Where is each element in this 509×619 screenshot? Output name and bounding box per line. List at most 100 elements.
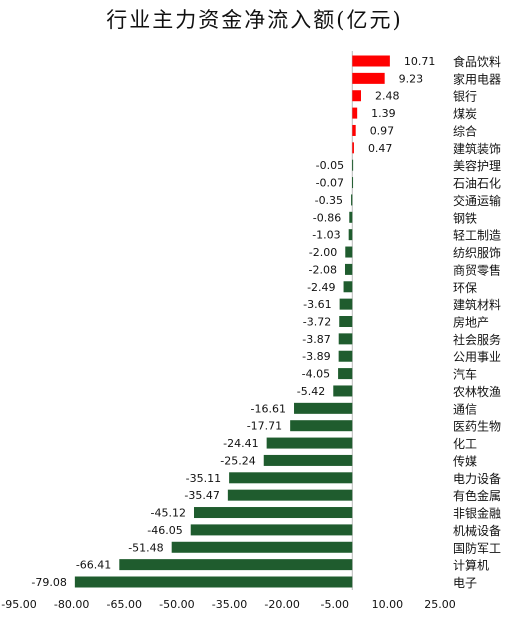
- category-label-28: 国防军工: [453, 540, 501, 555]
- category-label-22: 化工: [453, 437, 477, 451]
- bar-8: [351, 194, 353, 206]
- value-label-7: -0.07: [316, 177, 344, 190]
- bar-23: [263, 454, 353, 466]
- x-tick-label-3: -50.00: [159, 598, 194, 611]
- category-label-21: 医药生物: [453, 420, 501, 434]
- value-label-12: -2.08: [309, 263, 337, 276]
- value-label-14: -3.61: [303, 298, 331, 311]
- bar-1: [352, 72, 385, 84]
- category-label-25: 有色金属: [453, 488, 501, 503]
- category-label-29: 计算机: [453, 558, 489, 573]
- bar-15: [339, 316, 353, 327]
- bar-24: [229, 472, 353, 484]
- category-label-6: 美容护理: [453, 158, 501, 173]
- category-label-19: 农林牧渔: [453, 385, 501, 399]
- bar-4: [352, 124, 356, 136]
- value-label-23: -25.24: [220, 454, 255, 467]
- category-label-17: 公用事业: [453, 350, 501, 364]
- value-label-29: -66.41: [76, 559, 111, 572]
- category-label-8: 交通运输: [453, 193, 501, 208]
- bar-9: [349, 211, 353, 223]
- bar-22: [266, 437, 353, 449]
- bar-7: [352, 177, 354, 189]
- category-label-12: 商贸零售: [453, 262, 501, 277]
- x-tick-label-7: 10.00: [372, 598, 404, 611]
- bar-5: [352, 142, 354, 154]
- category-label-16: 社会服务: [453, 332, 501, 347]
- value-label-0: 10.71: [404, 55, 436, 68]
- value-label-20: -16.61: [251, 402, 286, 415]
- x-tick-label-8: 25.00: [424, 598, 456, 611]
- value-label-6: -0.05: [316, 159, 344, 172]
- bar-10: [348, 229, 353, 241]
- value-label-22: -24.41: [223, 437, 258, 450]
- value-label-5: 0.47: [368, 142, 393, 155]
- bar-19: [333, 385, 353, 397]
- x-tick-label-4: -35.00: [212, 598, 247, 611]
- chart-title: 行业主力资金净流入额(亿元): [106, 8, 403, 32]
- value-label-19: -5.42: [297, 385, 325, 398]
- value-label-4: 0.97: [370, 124, 395, 137]
- bar-0: [352, 55, 390, 67]
- value-label-16: -3.87: [302, 333, 330, 346]
- category-label-20: 通信: [453, 402, 477, 416]
- bar-20: [294, 402, 353, 414]
- bar-2: [352, 90, 361, 102]
- category-label-27: 机械设备: [453, 523, 501, 538]
- bar-12: [344, 263, 353, 275]
- value-label-18: -4.05: [302, 368, 330, 381]
- bar-27: [190, 524, 353, 536]
- value-label-15: -3.72: [303, 316, 331, 329]
- category-label-14: 建筑材料: [453, 297, 501, 312]
- value-label-28: -51.48: [128, 541, 163, 554]
- category-label-0: 食品饮料: [453, 54, 501, 69]
- bar-29: [119, 559, 353, 571]
- bar-13: [343, 281, 353, 293]
- bar-30: [74, 576, 353, 588]
- value-label-9: -0.86: [313, 211, 341, 224]
- bar-25: [227, 489, 353, 501]
- value-label-17: -3.89: [302, 350, 330, 363]
- value-label-25: -35.47: [184, 489, 219, 502]
- value-label-2: 2.48: [375, 90, 400, 103]
- category-label-2: 银行: [453, 90, 477, 104]
- value-label-30: -79.08: [31, 576, 66, 589]
- x-tick-label-2: -65.00: [107, 598, 142, 611]
- bar-3: [352, 107, 358, 119]
- value-label-24: -35.11: [186, 472, 221, 485]
- value-label-26: -45.12: [151, 507, 186, 520]
- value-label-10: -1.03: [312, 229, 340, 242]
- bar-6: [352, 159, 354, 171]
- category-label-10: 轻工制造: [453, 229, 501, 243]
- value-label-21: -17.71: [247, 420, 282, 433]
- bar-26: [193, 507, 353, 519]
- bar-11: [345, 246, 353, 258]
- category-label-15: 房地产: [453, 315, 489, 330]
- category-label-23: 传媒: [453, 453, 477, 468]
- bar-16: [338, 333, 353, 345]
- bar-17: [338, 350, 353, 362]
- category-label-26: 非银金融: [453, 506, 501, 521]
- category-label-1: 家用电器: [453, 71, 501, 86]
- value-label-13: -2.49: [307, 281, 335, 294]
- category-label-3: 煤炭: [453, 107, 477, 121]
- x-tick-label-6: -5.00: [321, 598, 349, 611]
- value-label-8: -0.35: [315, 194, 343, 207]
- bar-18: [338, 368, 353, 380]
- category-label-30: 电子: [453, 576, 477, 590]
- value-label-11: -2.00: [309, 246, 337, 259]
- category-label-4: 综合: [453, 123, 477, 138]
- category-label-13: 环保: [453, 281, 477, 295]
- category-label-7: 石油石化: [453, 177, 501, 191]
- x-tick-label-0: -95.00: [1, 598, 36, 611]
- category-label-18: 汽车: [453, 367, 477, 382]
- x-tick-label-1: -80.00: [54, 598, 89, 611]
- bar-28: [171, 541, 353, 553]
- category-label-24: 电力设备: [453, 472, 501, 486]
- x-tick-label-5: -20.00: [264, 598, 299, 611]
- value-label-1: 9.23: [399, 72, 424, 85]
- value-label-3: 1.39: [371, 107, 396, 120]
- category-label-5: 建筑装饰: [453, 141, 501, 156]
- category-label-9: 钢铁: [453, 211, 477, 225]
